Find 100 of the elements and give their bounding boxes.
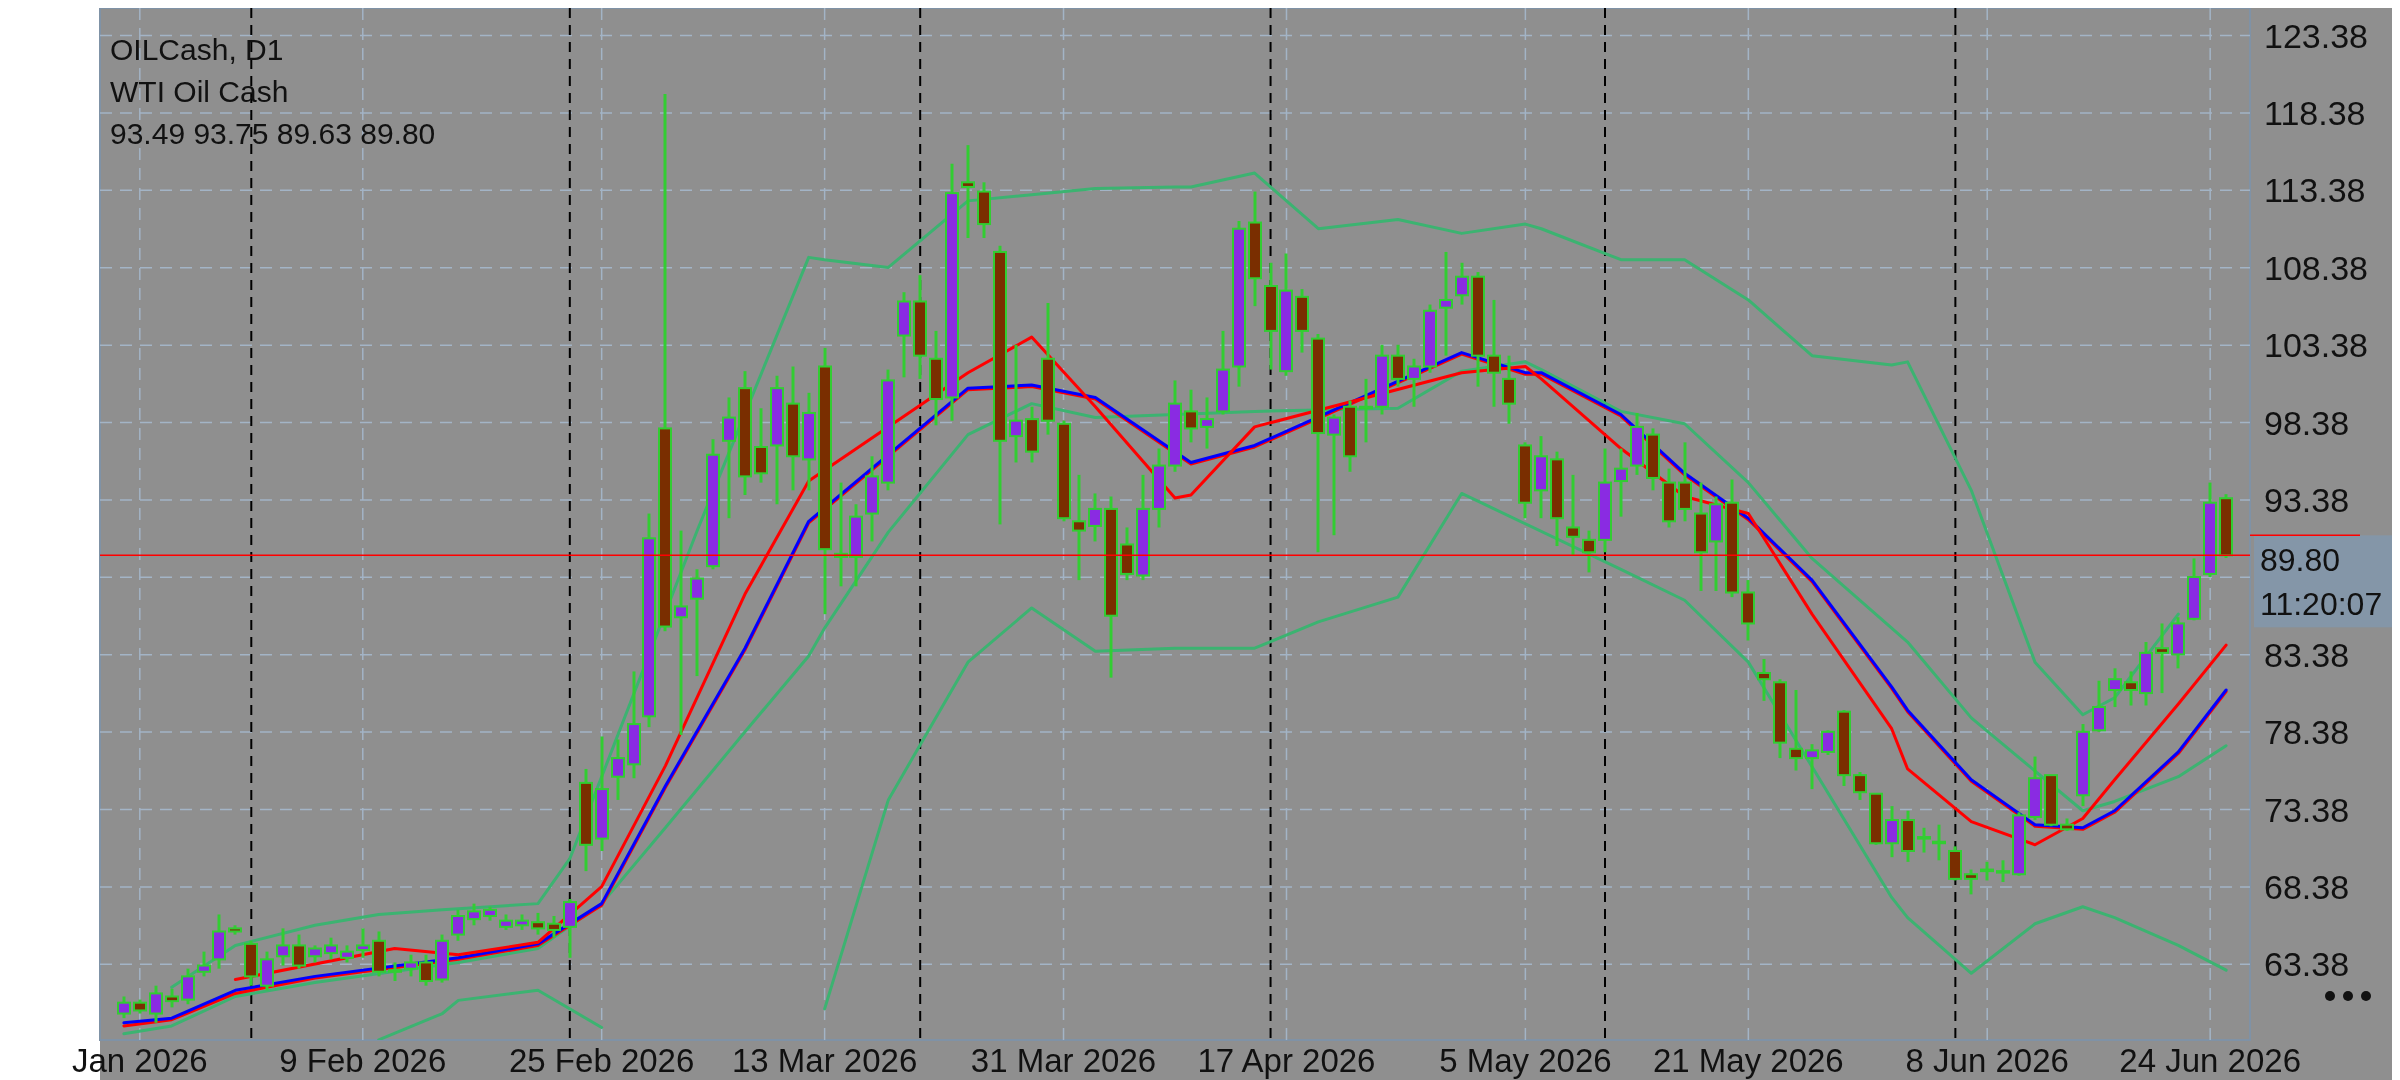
candlestick [2028,756,2042,821]
candlestick [1168,380,1182,472]
candlestick [770,374,784,505]
x-tick-label: 9 Feb 2026 [279,1042,447,1079]
candlestick [945,163,959,421]
candlestick [1917,826,1931,853]
candlestick [276,928,290,966]
candlestick [1104,496,1118,678]
candlestick [1518,442,1532,520]
candlestick [2060,818,2074,831]
x-tick-label: Jan 2026 [71,1042,208,1079]
candlestick [818,346,832,616]
y-tick-label: 113.38 [2264,171,2366,210]
candlestick [1407,357,1421,407]
y-tick-label: 93.38 [2264,480,2350,519]
y-tick-label: 83.38 [2264,635,2350,674]
candlestick [1598,448,1612,553]
candlestick [1072,473,1086,582]
candlestick [1487,298,1501,407]
candlestick [244,939,258,986]
candlestick [2155,623,2169,695]
candlestick [1216,329,1230,415]
annotation: 93.49 93.75 89.63 89.80 [110,117,436,150]
x-tick-label: 8 Jun 2026 [1905,1042,2069,1079]
candlestick [674,530,688,735]
candlestick [467,903,481,926]
y-tick-label: 73.38 [2264,790,2350,829]
candlestick [1120,527,1134,582]
candlestick [642,513,656,729]
x-tick-label: 13 Mar 2026 [731,1042,918,1079]
candlestick [1885,806,1899,859]
candlestick [1566,473,1580,556]
candlestick [706,439,720,570]
candlestick [531,911,545,935]
candlestick [1375,343,1389,415]
candlestick [1534,436,1548,520]
candlestick [627,671,641,779]
candlestick [897,292,911,378]
candlestick [1773,679,1787,760]
ref-line-label: 89.80 [2260,542,2341,579]
candlestick [1789,690,1803,771]
candlestick [149,985,163,1023]
x-tick-label: 25 Feb 2026 [509,1042,695,1079]
candlestick [499,914,513,930]
candlestick [483,906,497,921]
candlestick [1901,810,1915,862]
candlestick [1232,220,1246,387]
y-tick-label: 98.38 [2264,403,2350,442]
candlestick [1725,479,1739,599]
candlestick [2108,668,2122,708]
y-tick-label: 68.38 [2264,867,2350,906]
candlestick [1327,414,1341,537]
x-tick-label: 31 Mar 2026 [970,1042,1157,1079]
candlestick [929,329,943,426]
candlestick [1630,411,1644,475]
candlestick [1248,191,1262,308]
candlestick [1996,860,2010,882]
candlestick [435,934,449,983]
candlestick [2171,617,2185,669]
candlestick [388,962,402,982]
y-tick-label: 103.38 [2264,326,2368,365]
candlestick [1088,493,1102,542]
candlestick [1471,272,1485,387]
candlestick [1662,468,1676,528]
candlestick [2092,680,2106,732]
candlestick [2012,812,2026,876]
candlestick [1025,406,1039,463]
candlestick [881,369,895,491]
x-tick-label: 21 May 2026 [1652,1042,1844,1079]
candlestick [451,908,465,941]
candlestick [993,244,1007,525]
candlestick [1502,355,1516,424]
candlestick [1136,473,1150,582]
candlestick [1646,428,1660,491]
candlestick [1311,333,1325,553]
candlestick [2076,724,2090,808]
candlestick [722,397,736,520]
candlestick [292,934,306,969]
candlestick [1439,251,1453,356]
text: 11:20:07 [2260,586,2383,623]
candlestick [1741,580,1755,641]
candlestick [1391,343,1405,387]
candlestick [802,391,816,491]
candlestick [1757,659,1771,701]
candlestick [1805,744,1819,791]
candlestick [1423,304,1437,373]
y-tick-label: 108.38 [2264,248,2368,287]
x-tick-label: 5 May 2026 [1439,1042,1612,1079]
candlestick [563,898,577,958]
candlestick [977,182,991,239]
candlestick [1455,261,1469,305]
candlestick [356,928,370,958]
candlestick [1614,448,1628,517]
candlestick [1152,448,1166,528]
candlestick [1678,442,1692,522]
x-tick-label: 17 Apr 2026 [1197,1042,1376,1079]
candlestick [1057,420,1071,522]
candlestick [1582,530,1596,573]
candlestick [228,925,242,935]
text: OILCash, D1 [110,33,284,66]
